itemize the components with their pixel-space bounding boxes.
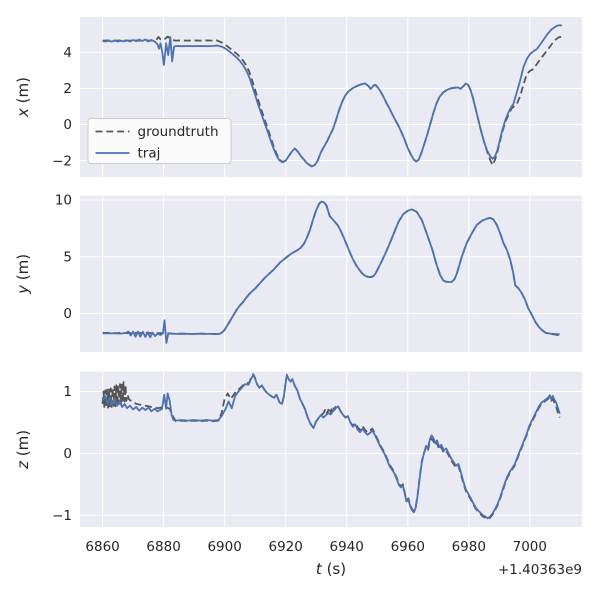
legend-label-traj: traj [138,146,161,162]
ytick-label-x: 2 [63,81,72,97]
ytick-label-z: 1 [63,384,72,400]
ytick-label-x: 0 [63,117,72,133]
traj-line-z [101,373,561,520]
ylabel-y: y (m) [14,254,32,295]
ytick-label-z: 0 [63,446,72,462]
axes-background-z [80,371,582,527]
traj-line-x [102,24,563,168]
legend: groundtruth traj [87,118,232,164]
ytick-label-y: 10 [55,193,72,209]
ytick-label-z: −1 [52,508,72,524]
xtick-label: 6920 [269,539,303,555]
xtick-label: 6980 [452,539,486,555]
subplot-x: 4 2 0 −2 x (m) groundtruth traj [14,17,582,177]
xtick-label: 7000 [513,539,547,555]
ytick-label-y: 5 [63,249,72,265]
legend-label-groundtruth: groundtruth [138,124,219,140]
xtick-label: 6940 [330,539,364,555]
xtick-label: 6960 [391,539,425,555]
xtick-label: 6900 [207,539,241,555]
ylabel-z: z (m) [14,430,32,470]
ylabel-x: x (m) [14,77,32,118]
ytick-label-y: 0 [63,306,72,322]
xlabel: t (s) [316,560,346,578]
subplot-y: 10 5 0 y (m) [14,193,582,352]
xtick-label: 6880 [146,539,180,555]
axes-background-y [80,195,582,352]
ytick-label-x: 4 [63,45,72,61]
subplot-z: 1 0 −1 z (m) 6860 6880 6900 6920 6940 6960 6980 700… [14,371,582,578]
xtick-label: 6860 [85,539,119,555]
ytick-label-x: −2 [52,153,72,169]
x-offset-label: +1.40363e9 [498,562,582,578]
traj-line-y [102,200,560,344]
